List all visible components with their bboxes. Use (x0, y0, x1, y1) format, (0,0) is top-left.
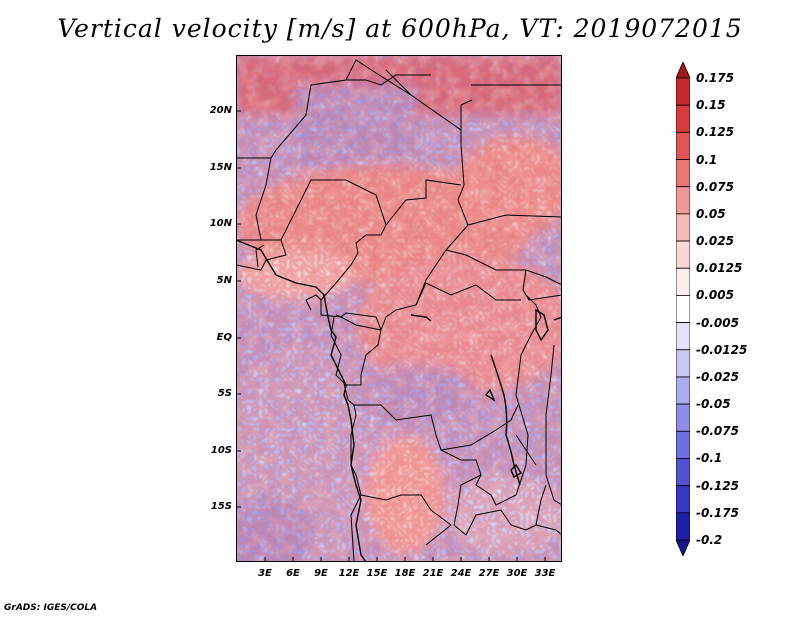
lon-label-6e: 6E (286, 568, 300, 579)
colorbar-label: -0.075 (696, 424, 739, 439)
lon-label-3e: 3E (258, 568, 272, 579)
colorbar-box (676, 240, 690, 269)
colorbar-box (676, 62, 690, 79)
colorbar-label: 0.025 (696, 234, 734, 249)
colorbar-box (676, 77, 690, 106)
colorbar-box (676, 213, 690, 242)
colorbar-label: 0.075 (696, 179, 734, 194)
colorbar-label: -0.05 (696, 397, 731, 412)
colorbar-box (676, 430, 690, 459)
grads-credit: GrADS: IGES/COLA (4, 603, 98, 613)
lon-label-30e: 30E (506, 568, 528, 579)
colorbar-label: -0.025 (696, 369, 739, 384)
lat-label-15s: 15S (210, 501, 232, 512)
colorbar-box (676, 104, 690, 133)
colorbar (676, 62, 690, 556)
colorbar-label: -0.175 (696, 505, 739, 520)
colorbar-box (676, 349, 690, 378)
lat-label-5n: 5N (216, 275, 232, 286)
colorbar-label: 0.15 (696, 98, 726, 113)
colorbar-box (676, 131, 690, 160)
lat-label-10s: 10S (210, 445, 232, 456)
lat-label-eq: EQ (216, 332, 232, 343)
colorbar-label: -0.0125 (696, 342, 748, 357)
vertical-velocity-map (236, 55, 562, 562)
lon-label-27e: 27E (478, 568, 500, 579)
colorbar-box (676, 458, 690, 487)
colorbar-label: -0.005 (696, 315, 739, 330)
colorbar-box (676, 295, 690, 323)
colorbar-box (676, 512, 690, 541)
map-title: Vertical velocity [m/s] at 600hPa, VT: 2… (57, 14, 743, 43)
colorbar-label: -0.2 (696, 533, 723, 547)
country-boundaries (236, 59, 562, 562)
lon-label-15e: 15E (366, 568, 388, 579)
lon-label-21e: 21E (422, 568, 444, 579)
lat-label-10n: 10N (209, 218, 232, 229)
lon-label-9e: 9E (314, 568, 328, 579)
map-frame (236, 55, 562, 562)
colorbar-box (676, 159, 690, 188)
colorbar-box (676, 322, 690, 351)
lat-label-15n: 15N (209, 162, 232, 173)
colorbar-box (676, 376, 690, 405)
colorbar-label: -0.125 (696, 478, 739, 493)
colorbar-box (676, 485, 690, 514)
colorbar-label: 0.1 (696, 152, 718, 167)
lon-label-18e: 18E (394, 568, 416, 579)
colorbar-label: 0.05 (696, 206, 726, 221)
colorbar-box (676, 403, 690, 432)
colorbar-box (676, 267, 690, 296)
lon-label-12e: 12E (338, 568, 360, 579)
colorbar-label: 0.0125 (696, 261, 743, 276)
colorbar-label: 0.005 (696, 288, 734, 303)
colorbar-box (676, 539, 690, 556)
lon-label-24e: 24E (450, 568, 472, 579)
lat-label-20n: 20N (209, 105, 232, 116)
colorbar-label: 0.175 (696, 71, 734, 85)
coastline (236, 239, 562, 562)
lon-label-33e: 33E (534, 568, 556, 579)
colorbar-label: -0.1 (696, 451, 723, 466)
lat-label-5s: 5S (217, 388, 232, 399)
colorbar-box (676, 186, 690, 215)
colorbar-label: 0.125 (696, 125, 734, 140)
